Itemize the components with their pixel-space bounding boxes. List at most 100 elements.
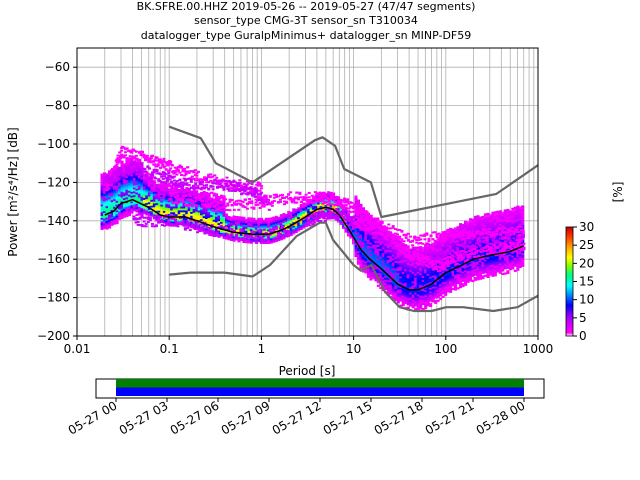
psd-cell xyxy=(160,206,164,209)
psd-cell xyxy=(501,260,505,263)
psd-cell xyxy=(226,185,230,188)
psd-cell xyxy=(113,200,117,203)
psd-cell xyxy=(221,206,225,209)
psd-cell xyxy=(434,254,438,257)
psd-cell xyxy=(446,285,450,288)
psd-cell xyxy=(384,243,388,246)
psd-cell xyxy=(446,267,450,270)
psd-cell xyxy=(162,212,166,215)
psd-cell xyxy=(481,259,485,262)
psd-cell xyxy=(118,217,122,220)
psd-cell xyxy=(478,277,482,280)
psd-cell xyxy=(187,193,191,196)
psd-cell xyxy=(175,167,179,170)
psd-cell xyxy=(202,191,206,194)
psd-cell xyxy=(161,163,165,166)
psd-cell xyxy=(409,261,413,265)
psd-cell xyxy=(269,217,273,220)
psd-cell xyxy=(152,197,156,200)
psd-cell xyxy=(359,228,363,231)
psd-cell xyxy=(459,228,463,231)
psd-cell xyxy=(399,276,403,279)
psd-cell xyxy=(481,275,485,278)
psd-cell xyxy=(508,237,512,240)
psd-cell xyxy=(125,174,129,177)
psd-cell xyxy=(436,284,440,287)
psd-cell xyxy=(277,226,281,229)
psd-cell xyxy=(516,207,520,210)
psd-cell xyxy=(496,254,500,257)
psd-cell xyxy=(125,206,129,209)
psd-cell xyxy=(207,219,211,222)
psd-cell xyxy=(167,219,171,222)
psd-cell xyxy=(441,275,445,278)
psd-cell xyxy=(252,229,256,232)
psd-cell xyxy=(118,180,122,183)
psd-cell xyxy=(483,217,487,220)
psd-cell xyxy=(216,180,219,183)
psd-cell xyxy=(163,171,167,174)
psd-cell xyxy=(516,224,520,227)
psd-cell xyxy=(200,195,204,199)
psd-cell xyxy=(419,302,423,305)
psd-cell xyxy=(115,194,119,197)
psd-cell xyxy=(299,227,303,231)
psd-cell xyxy=(431,279,435,282)
psd-cell xyxy=(212,219,216,222)
psd-cell xyxy=(252,225,256,228)
psd-cell xyxy=(488,257,492,261)
psd-cell xyxy=(404,300,408,303)
psd-cell xyxy=(391,244,395,248)
psd-cell xyxy=(237,218,241,221)
psd-cell xyxy=(339,221,343,224)
psd-cell xyxy=(454,248,458,251)
psd-cell xyxy=(384,259,388,262)
psd-cell xyxy=(196,186,200,189)
psd-cell xyxy=(471,238,475,241)
psd-cell xyxy=(118,209,122,212)
psd-cell xyxy=(488,266,492,269)
psd-cell xyxy=(436,282,440,285)
psd-cell xyxy=(488,221,492,224)
psd-cell xyxy=(473,263,477,266)
psd-cell xyxy=(426,293,430,296)
psd-cell xyxy=(419,297,423,300)
psd-cell xyxy=(282,216,286,220)
psd-cell xyxy=(117,161,121,164)
psd-cell xyxy=(302,202,306,205)
psd-cell xyxy=(177,204,181,207)
psd-cell xyxy=(279,238,283,241)
psd-cell xyxy=(366,247,370,250)
psd-cell xyxy=(506,224,510,227)
psd-cell xyxy=(130,160,134,164)
psd-cell xyxy=(122,192,126,195)
psd-cell xyxy=(135,198,139,201)
psd-cell xyxy=(107,180,111,182)
psd-cell xyxy=(118,188,122,191)
psd-cell xyxy=(190,175,194,178)
psd-cell xyxy=(386,249,390,252)
psd-cell xyxy=(496,270,500,273)
psd-cell xyxy=(414,285,418,288)
psd-cell xyxy=(177,208,181,211)
psd-cell xyxy=(150,184,154,187)
psd-cell xyxy=(232,188,236,191)
psd-cell xyxy=(264,225,268,228)
psd-cell xyxy=(381,276,385,279)
psd-cell xyxy=(466,278,470,282)
psd-cell xyxy=(165,186,169,189)
psd-cell xyxy=(426,292,430,295)
psd-cell xyxy=(210,199,214,202)
psd-cell xyxy=(414,277,418,280)
psd-cell xyxy=(180,213,184,217)
psd-cell xyxy=(294,225,298,228)
psd-cell xyxy=(476,260,480,264)
title-line: BK.SFRE.00.HHZ 2019-05-26 -- 2019-05-27 … xyxy=(137,0,476,13)
psd-cell xyxy=(359,251,363,254)
psd-cell xyxy=(287,210,291,214)
psd-cell xyxy=(327,195,331,198)
psd-cell xyxy=(396,289,400,292)
psd-cell xyxy=(118,212,122,215)
psd-cell xyxy=(414,281,418,284)
psd-cell xyxy=(416,283,420,286)
